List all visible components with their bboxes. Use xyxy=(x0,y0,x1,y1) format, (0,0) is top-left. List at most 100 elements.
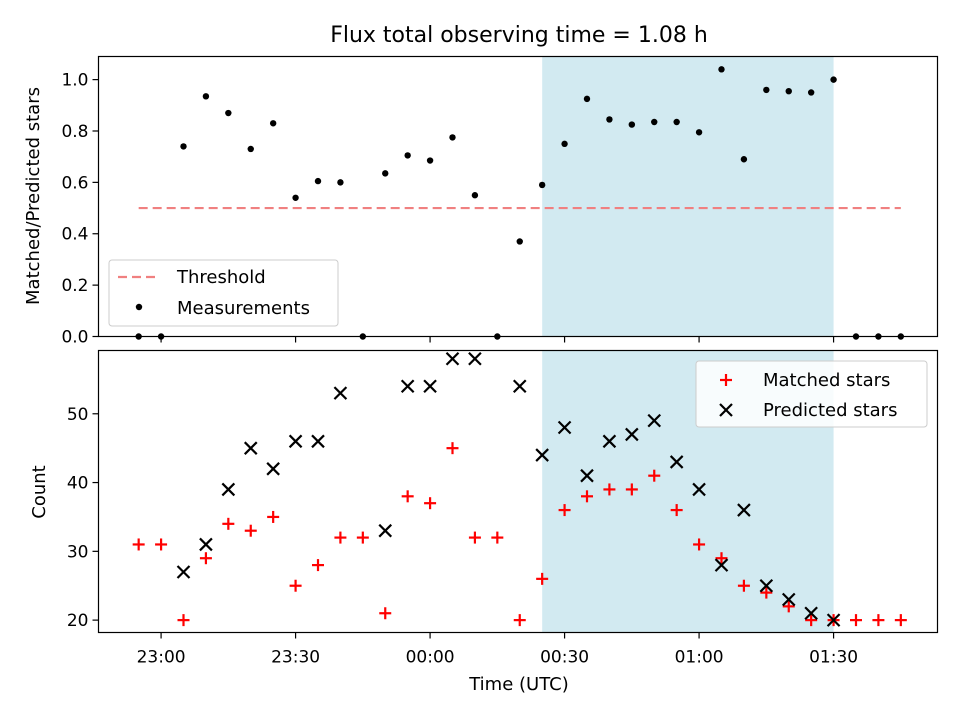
matched-star-marker xyxy=(132,538,145,551)
bottom-x-tick-label: 00:00 xyxy=(406,648,455,668)
bottom-x-tick-label: 00:30 xyxy=(540,648,589,668)
measurement-point xyxy=(516,238,523,245)
measurement-point xyxy=(763,86,770,94)
predicted-star-marker xyxy=(221,482,236,497)
matched-star-marker xyxy=(244,524,257,537)
measurement-point xyxy=(830,76,837,83)
predicted-star-marker xyxy=(826,613,841,627)
matched-star-marker xyxy=(693,538,706,551)
measurement-point xyxy=(673,118,680,126)
legend-threshold-label: Threshold xyxy=(176,267,266,288)
predicted-star-marker xyxy=(557,420,572,435)
measurement-point xyxy=(695,129,703,136)
legend-predicted-swatch xyxy=(719,403,733,417)
matched-star-marker xyxy=(894,614,907,627)
bottom-y-axis-label: Count xyxy=(29,465,50,518)
measurement-point xyxy=(561,140,568,148)
measurement-point xyxy=(606,116,613,123)
matched-star-marker xyxy=(603,483,616,496)
bottom-x-axis-ticks: 23:00 23:30 00:00 00:30 01:00 01:30 xyxy=(137,632,858,668)
top-legend-box xyxy=(108,259,339,327)
predicted-star-marker xyxy=(669,455,684,469)
bottom-x-tick-label: 01:00 xyxy=(675,648,724,668)
top-panel: Flux total observing time = 1.08 h 0.00.… xyxy=(23,23,939,348)
matched-star-marker xyxy=(356,531,369,544)
bottom-x-axis-label: Time (UTC) xyxy=(468,674,569,695)
measurement-point xyxy=(718,66,725,73)
measurement-point xyxy=(314,177,322,185)
matched-stars-points xyxy=(132,442,907,627)
predicted-star-marker xyxy=(400,379,415,394)
measurement-point xyxy=(202,93,210,100)
matched-star-marker xyxy=(289,579,302,592)
measurement-point xyxy=(785,87,792,95)
matched-star-marker xyxy=(401,490,414,503)
predicted-star-marker xyxy=(580,468,594,483)
matched-star-marker xyxy=(491,531,504,544)
top-shaded-region xyxy=(542,56,834,337)
matched-star-marker xyxy=(648,469,661,482)
predicted-star-marker xyxy=(266,462,280,476)
measurement-point xyxy=(247,145,254,153)
top-y-tick-label: 0.6 xyxy=(61,173,88,193)
top-y-tick-label: 1.0 xyxy=(61,71,88,91)
predicted-star-marker xyxy=(759,578,774,593)
measurement-point xyxy=(426,157,434,164)
matched-star-marker xyxy=(177,614,190,627)
matched-star-marker xyxy=(513,614,526,627)
matched-star-marker xyxy=(446,442,459,455)
predicted-star-marker xyxy=(714,558,729,572)
measurement-point xyxy=(449,134,456,141)
bottom-plot-frame xyxy=(97,349,939,634)
bottom-y-tick-label: 40 xyxy=(67,474,89,494)
predicted-star-marker xyxy=(804,606,818,621)
matched-star-marker xyxy=(155,538,168,551)
predicted-star-marker xyxy=(445,351,460,366)
predicted-star-marker xyxy=(468,351,482,366)
predicted-star-marker xyxy=(176,565,191,579)
matched-star-marker xyxy=(468,531,481,544)
top-y-tick-label: 0.2 xyxy=(61,276,88,296)
matched-star-marker xyxy=(379,607,392,620)
measurement-point xyxy=(292,194,299,201)
bottom-x-tick-label: 23:00 xyxy=(137,648,186,668)
top-y-tick-label: 0.0 xyxy=(61,328,88,348)
bottom-x-tick-label: 23:30 xyxy=(271,648,320,668)
measurement-point xyxy=(382,170,389,177)
matched-star-marker xyxy=(558,504,571,517)
top-x-axis-ticks xyxy=(160,336,835,343)
legend-predicted-label: Predicted stars xyxy=(763,400,897,421)
measurement-point xyxy=(225,109,232,117)
predicted-star-marker xyxy=(311,434,325,449)
matched-star-marker xyxy=(849,614,862,627)
predicted-star-marker xyxy=(423,379,437,394)
predicted-star-marker xyxy=(199,537,213,552)
measurement-point xyxy=(471,192,479,199)
matched-star-marker xyxy=(311,559,324,572)
matched-star-marker xyxy=(715,552,728,565)
predicted-star-marker xyxy=(781,592,796,607)
predicted-star-marker xyxy=(737,503,751,517)
predicted-star-marker xyxy=(243,441,258,455)
matched-star-marker xyxy=(625,483,638,496)
bottom-legend: Matched stars Predicted stars xyxy=(695,360,928,428)
bottom-y-tick-label: 20 xyxy=(67,611,89,631)
predicted-star-marker xyxy=(333,386,348,400)
measurements-points xyxy=(135,66,905,340)
bottom-x-tick-label: 01:30 xyxy=(809,648,858,668)
top-plot-frame xyxy=(97,55,939,338)
matched-star-marker xyxy=(782,600,795,613)
predicted-star-marker xyxy=(512,379,527,394)
predicted-star-marker xyxy=(625,427,639,442)
legend-measurements-swatch xyxy=(135,303,143,311)
measurement-point xyxy=(404,152,411,159)
bottom-y-axis-ticks: 20 30 40 50 xyxy=(67,405,99,631)
top-y-axis-label: Matched/Predicted stars xyxy=(23,87,44,305)
measurement-point xyxy=(180,143,187,150)
matched-star-marker xyxy=(334,531,347,544)
top-y-axis-ticks: 0.0 0.2 0.4 0.6 0.8 1.0 xyxy=(61,71,99,348)
matched-star-marker xyxy=(737,579,750,592)
predicted-star-marker xyxy=(647,413,662,428)
